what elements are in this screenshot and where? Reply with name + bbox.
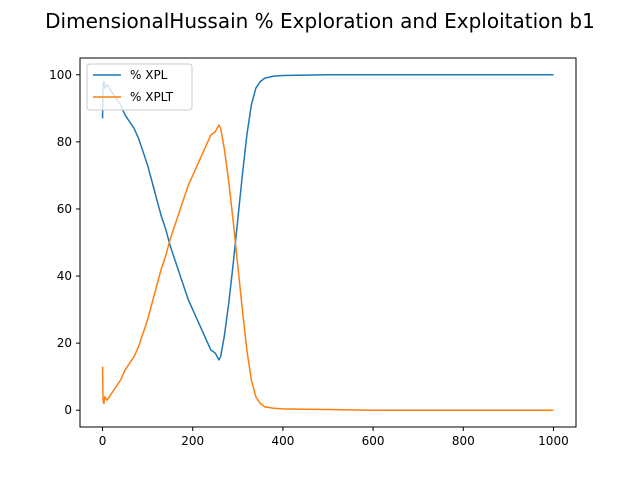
legend-label-xpl: % XPL xyxy=(130,68,168,82)
y-tick-label: 60 xyxy=(57,202,72,216)
y-tick-label: 40 xyxy=(57,269,72,283)
axes-frame xyxy=(79,57,577,428)
x-axis-ticks: 0 200 400 600 800 1000 xyxy=(99,427,569,448)
x-tick-label: 0 xyxy=(99,434,107,448)
y-tick-label: 80 xyxy=(57,135,72,149)
x-tick-label: 600 xyxy=(362,434,385,448)
y-tick-label: 20 xyxy=(57,336,72,350)
x-tick-label: 1000 xyxy=(538,434,569,448)
series-line-xplt xyxy=(101,124,554,411)
legend-label-xplt: % XPLT xyxy=(130,90,174,104)
chart-title: DimensionalHussain % Exploration and Exp… xyxy=(45,9,595,33)
plot-area xyxy=(79,57,577,428)
x-tick-label: 200 xyxy=(181,434,204,448)
y-tick-label: 100 xyxy=(49,68,72,82)
series-line-xpl xyxy=(101,74,554,361)
legend: % XPL % XPLT xyxy=(86,63,193,111)
y-tick-label: 0 xyxy=(64,403,72,417)
series-layer xyxy=(101,74,554,411)
x-tick-label: 400 xyxy=(271,434,294,448)
x-tick-label: 800 xyxy=(452,434,475,448)
y-axis-ticks: 0 20 40 60 80 100 xyxy=(49,68,80,417)
